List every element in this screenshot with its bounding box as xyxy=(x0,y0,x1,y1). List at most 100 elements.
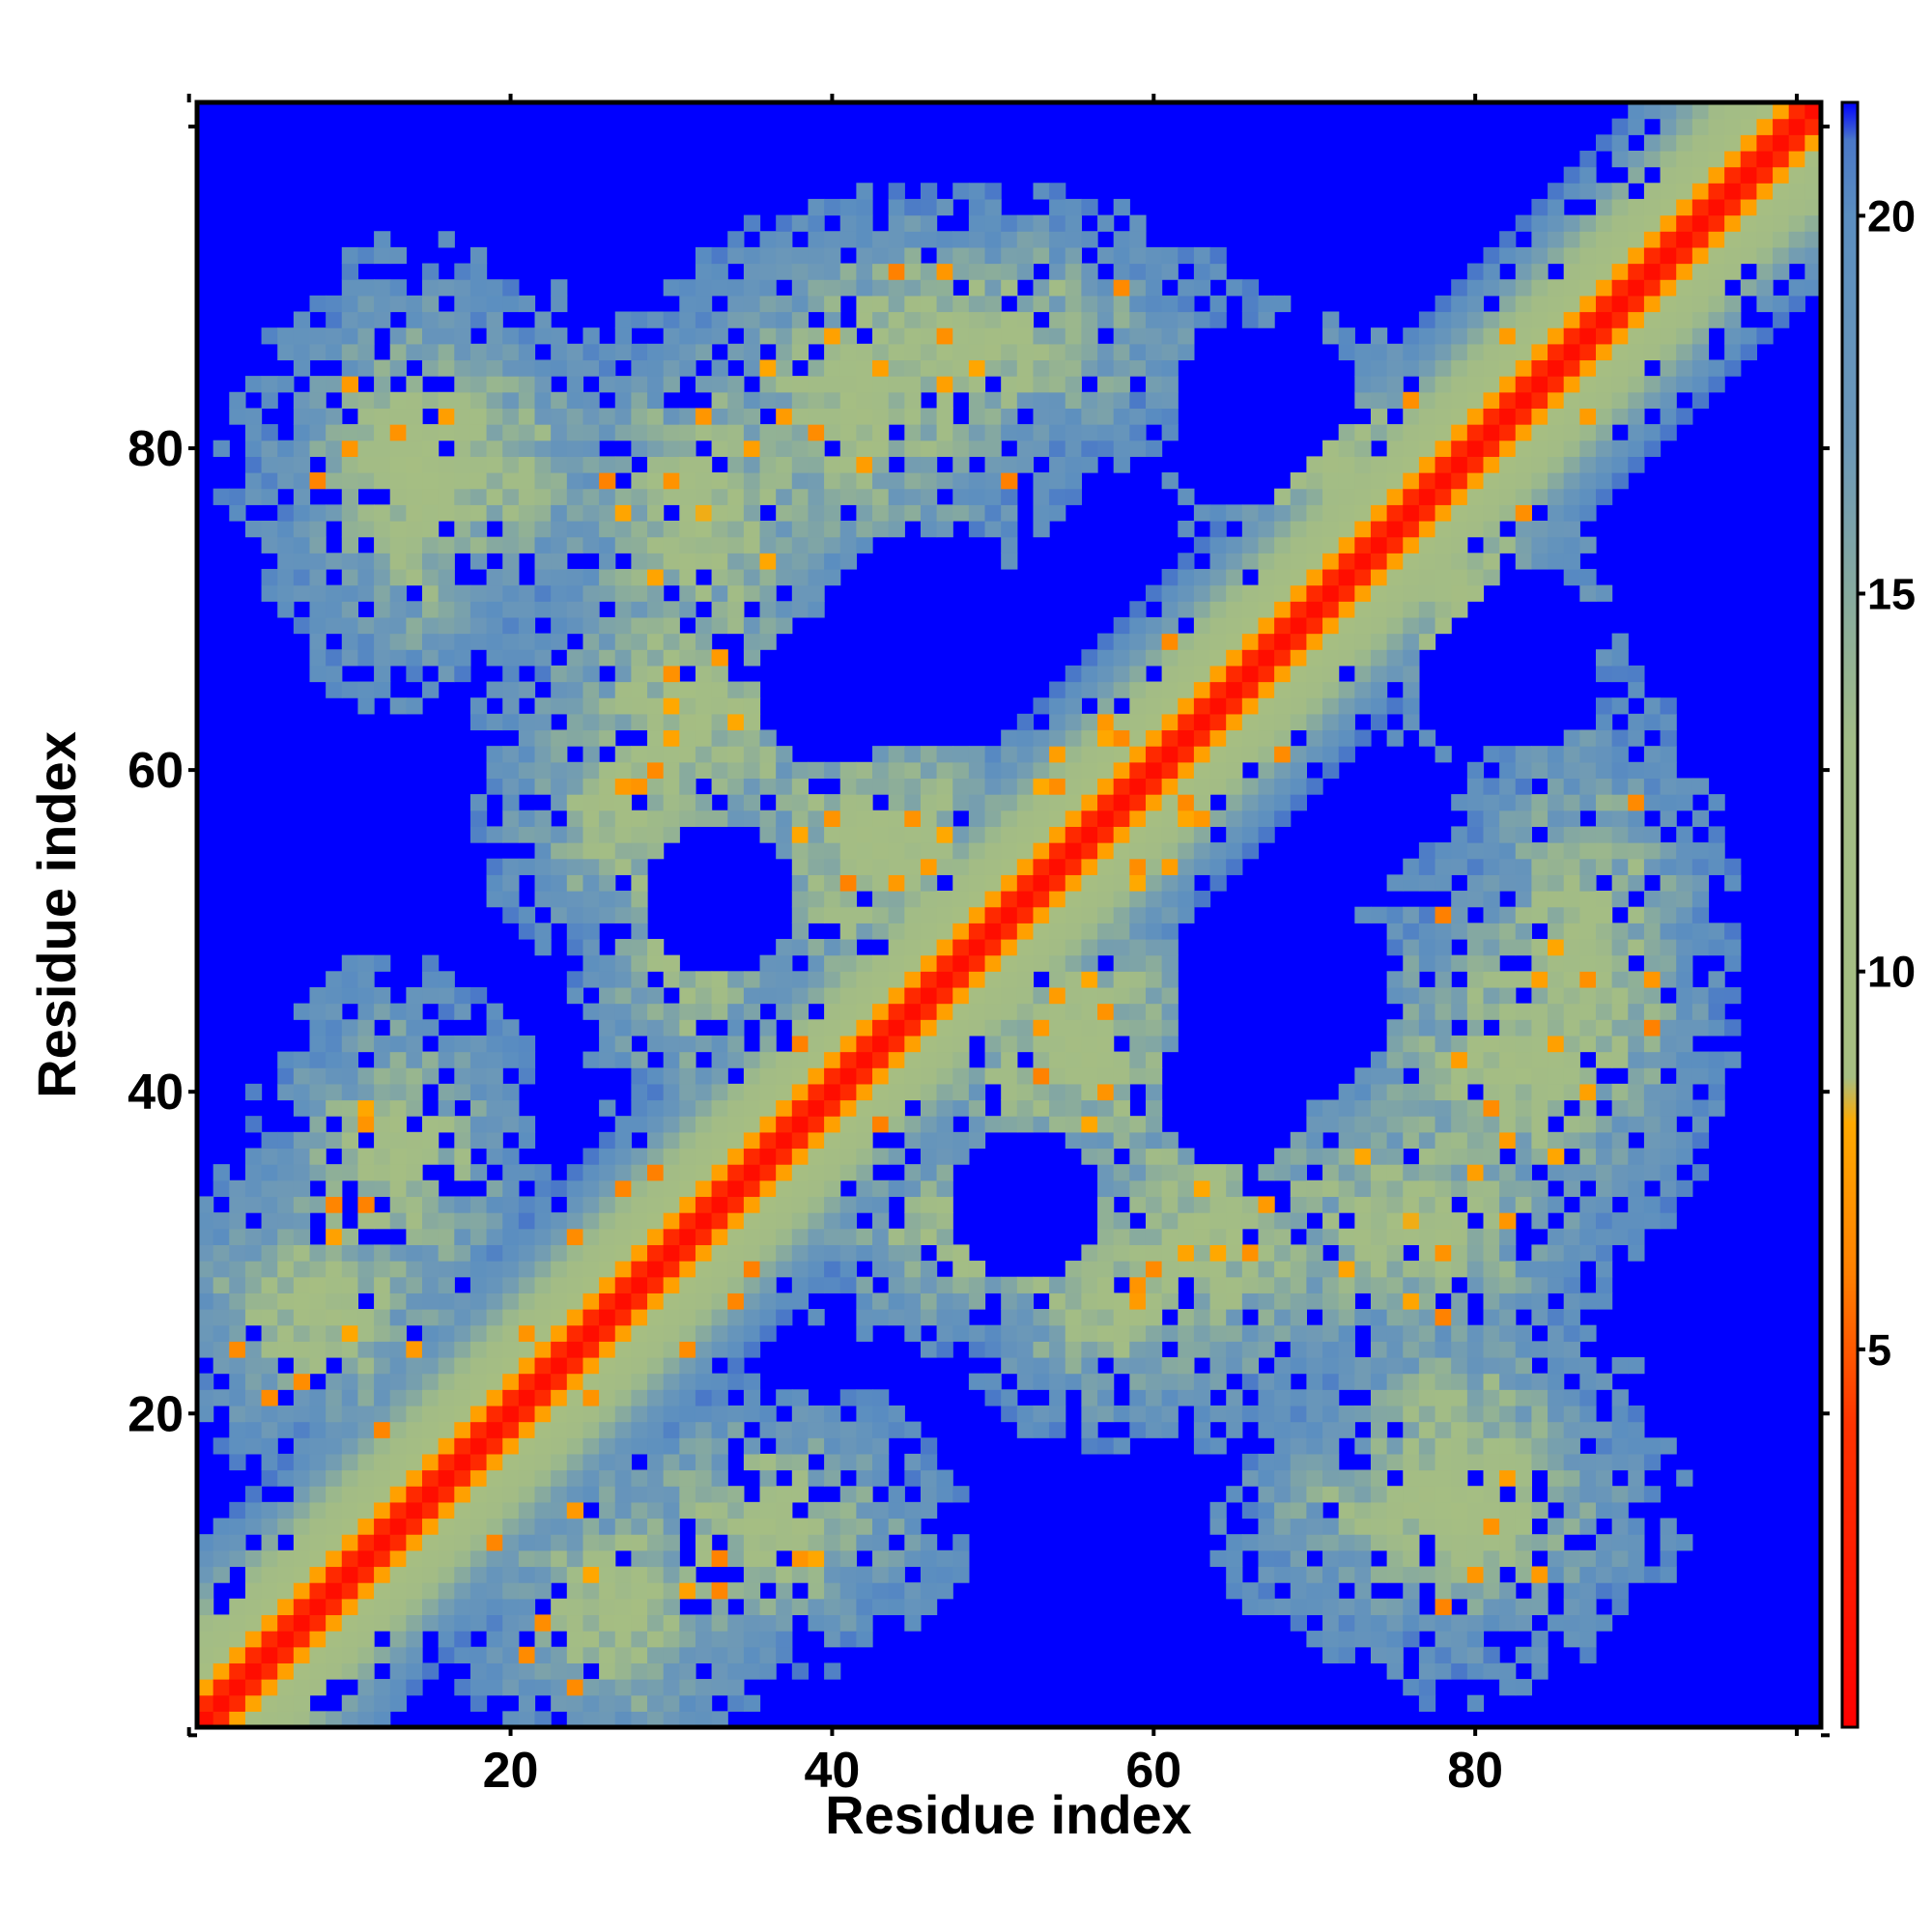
heatmap-cell xyxy=(1435,1437,1452,1455)
heatmap-cell xyxy=(776,359,793,377)
heatmap-cell xyxy=(1241,633,1260,650)
heatmap-cell xyxy=(647,1148,665,1165)
heatmap-cell xyxy=(1209,616,1227,635)
heatmap-cell xyxy=(1033,746,1050,763)
heatmap-cell xyxy=(551,601,568,618)
heatmap-cell xyxy=(1193,1261,1211,1278)
heatmap-cell xyxy=(326,1035,343,1053)
heatmap-cell xyxy=(1466,359,1485,377)
heatmap-cell xyxy=(1065,1324,1082,1342)
heatmap-cell xyxy=(872,1309,890,1326)
heatmap-cell xyxy=(1241,1212,1260,1230)
heatmap-cell xyxy=(293,327,311,345)
heatmap-cell xyxy=(1483,311,1500,328)
heatmap-cell xyxy=(888,1405,905,1423)
heatmap-cell xyxy=(1049,858,1066,875)
heatmap-cell xyxy=(1338,520,1355,538)
heatmap-cell xyxy=(776,295,793,313)
heatmap-cell xyxy=(374,1421,391,1438)
heatmap-cell xyxy=(438,1148,455,1165)
heatmap-cell xyxy=(309,1679,327,1696)
heatmap-cell xyxy=(872,327,890,345)
heatmap-cell xyxy=(582,891,600,908)
heatmap-cell xyxy=(566,842,584,860)
heatmap-cell xyxy=(1097,826,1115,843)
heatmap-cell xyxy=(1386,1324,1404,1342)
heatmap-cell xyxy=(244,1486,263,1503)
heatmap-cell xyxy=(839,778,857,795)
heatmap-cell xyxy=(888,1598,905,1616)
heatmap-cell xyxy=(1290,697,1307,715)
heatmap-cell xyxy=(872,1179,890,1198)
heatmap-cell xyxy=(808,472,825,490)
heatmap-cell xyxy=(647,1083,665,1101)
heatmap-cell xyxy=(1145,327,1163,345)
heatmap-cell xyxy=(599,1309,616,1326)
heatmap-cell xyxy=(824,1099,841,1117)
heatmap-cell xyxy=(1499,1293,1517,1310)
heatmap-cell xyxy=(1016,729,1035,747)
heatmap-cell xyxy=(486,1662,503,1680)
heatmap-cell xyxy=(1466,1051,1485,1068)
heatmap-cell xyxy=(679,1662,696,1680)
heatmap-cell xyxy=(1306,1486,1323,1503)
heatmap-cell xyxy=(1097,408,1115,425)
heatmap-cell xyxy=(1290,1261,1307,1278)
heatmap-cell xyxy=(695,408,713,425)
heatmap-cell xyxy=(1097,214,1115,232)
heatmap-cell xyxy=(277,1679,295,1696)
heatmap-cell xyxy=(518,1549,536,1568)
heatmap-cell xyxy=(389,1518,407,1535)
heatmap-cell xyxy=(1145,440,1163,457)
heatmap-cell xyxy=(454,1003,471,1020)
heatmap-cell xyxy=(968,214,986,232)
heatmap-cell xyxy=(469,456,488,473)
heatmap-cell xyxy=(244,1261,263,1278)
heatmap-cell xyxy=(808,906,825,923)
heatmap-cell xyxy=(711,1662,728,1680)
heatmap-cell xyxy=(1129,1389,1147,1406)
heatmap-cell xyxy=(984,1019,1002,1037)
heatmap-cell xyxy=(1386,391,1404,410)
heatmap-cell xyxy=(438,1453,455,1471)
heatmap-cell xyxy=(1338,1196,1355,1213)
heatmap-cell xyxy=(936,504,953,522)
heatmap-cell xyxy=(1033,343,1050,361)
heatmap-cell xyxy=(582,1244,600,1262)
heatmap-cell xyxy=(968,858,986,875)
heatmap-cell xyxy=(534,649,552,667)
heatmap-cell xyxy=(743,1196,761,1213)
heatmap-cell xyxy=(1049,761,1066,780)
heatmap-cell xyxy=(824,1035,841,1053)
heatmap-cell xyxy=(647,520,665,538)
heatmap-cell xyxy=(888,923,905,940)
heatmap-cell xyxy=(341,1067,359,1085)
heatmap-cell xyxy=(695,1309,713,1326)
heatmap-cell xyxy=(309,391,327,410)
heatmap-cell xyxy=(856,440,873,457)
heatmap-cell xyxy=(1290,1469,1307,1487)
heatmap-cell xyxy=(1049,183,1066,200)
heatmap-cell xyxy=(647,1549,665,1568)
heatmap-cell xyxy=(888,263,905,280)
heatmap-cell xyxy=(614,1276,632,1293)
heatmap-cell xyxy=(502,1469,520,1487)
heatmap-cell xyxy=(679,1469,696,1487)
heatmap-cell xyxy=(1499,906,1517,923)
heatmap-cell xyxy=(904,1534,922,1551)
heatmap-cell xyxy=(1033,794,1050,811)
heatmap-cell xyxy=(695,1501,713,1520)
heatmap-cell xyxy=(244,520,263,538)
heatmap-cell xyxy=(454,472,471,490)
heatmap-cell xyxy=(1418,1694,1436,1712)
heatmap-cell xyxy=(743,1405,761,1423)
heatmap-cell xyxy=(1065,826,1082,843)
heatmap-cell xyxy=(213,1244,230,1262)
heatmap-cell xyxy=(791,794,810,811)
heatmap-cell xyxy=(904,472,922,490)
heatmap-cell xyxy=(1145,842,1163,860)
heatmap-cell xyxy=(309,408,327,425)
heatmap-cell xyxy=(341,1534,359,1551)
heatmap-cell xyxy=(422,1582,440,1600)
heatmap-cell xyxy=(663,1437,680,1455)
